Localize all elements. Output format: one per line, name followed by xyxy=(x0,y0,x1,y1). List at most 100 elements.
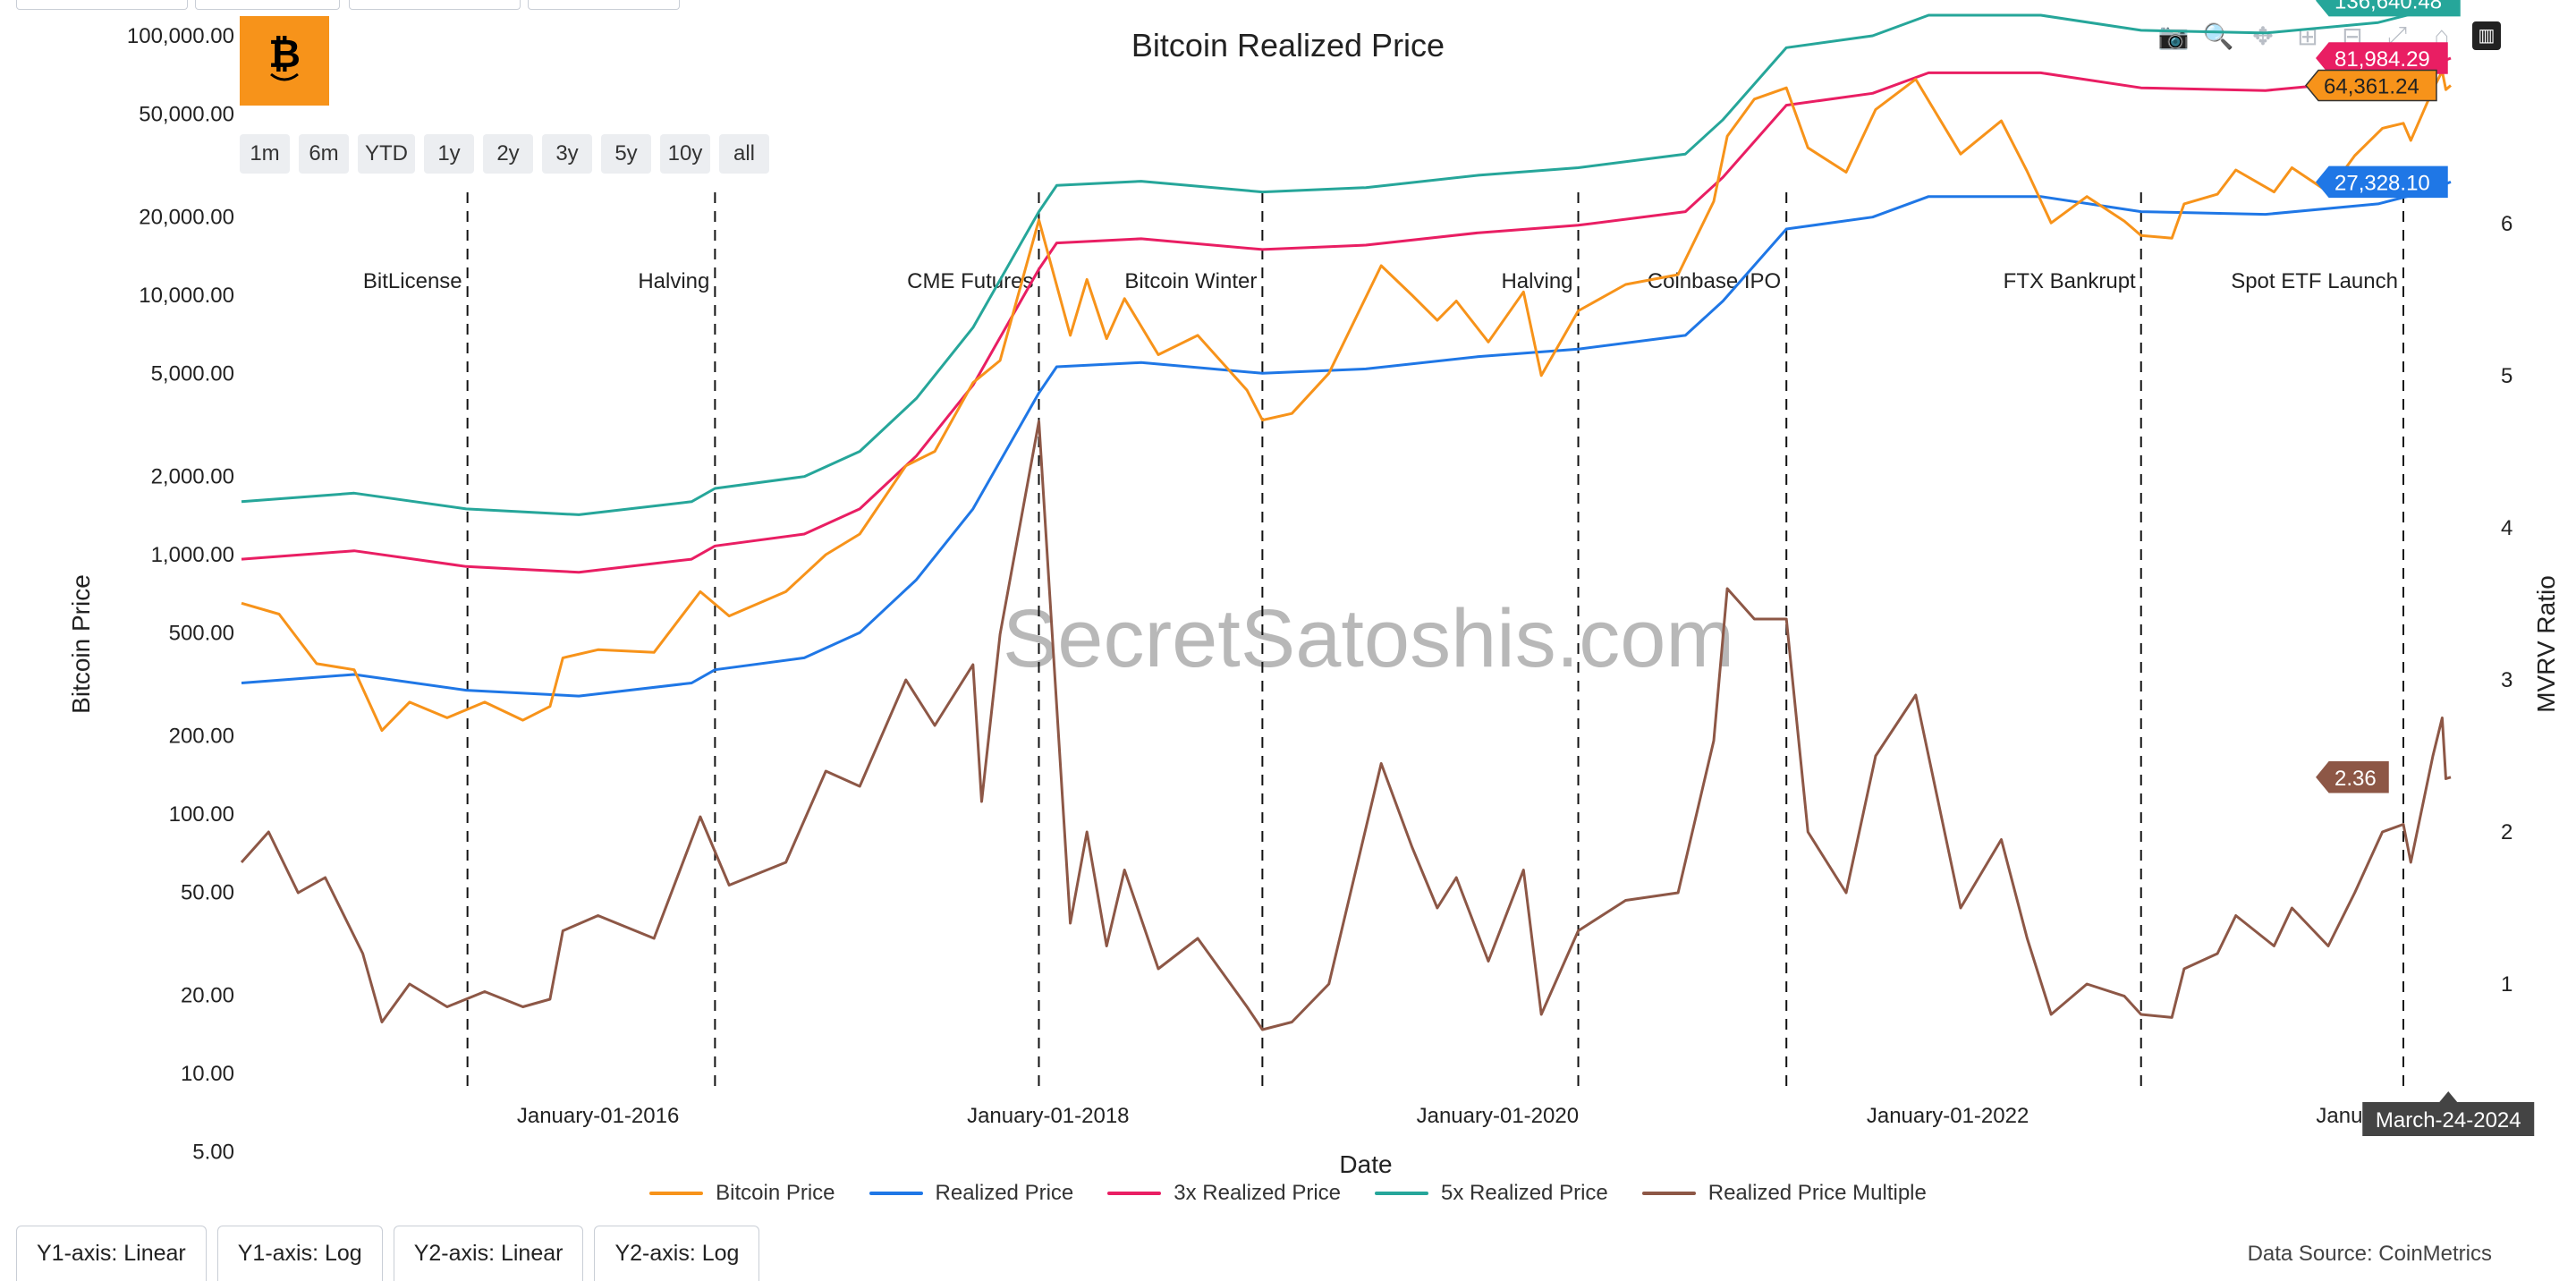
y2-tick-label: 3 xyxy=(2501,668,2512,692)
last-value-box xyxy=(2316,0,2461,17)
legend-label: Realized Price xyxy=(935,1181,1074,1205)
y-tick-label: 50.00 xyxy=(181,880,234,904)
x-tick-label: January-01-2016 xyxy=(517,1104,679,1128)
y-tick-label: 20.00 xyxy=(181,984,234,1008)
last-value-text: 27,328.10 xyxy=(2334,171,2430,195)
range-5y-button[interactable]: 5y xyxy=(601,134,651,174)
range-selector: 1m 6m YTD 1y 2y 3y 5y 10y all xyxy=(240,134,769,174)
legend-label: 3x Realized Price xyxy=(1174,1181,1341,1205)
hover-date-text: March-24-2024 xyxy=(2376,1108,2521,1133)
last-value-label: 2.36 xyxy=(2316,761,2389,793)
range-1m-button[interactable]: 1m xyxy=(240,134,290,174)
y-tick-label: 100.00 xyxy=(169,802,234,827)
last-value-text: 136,640.48 xyxy=(2334,0,2442,14)
y2-tick-label: 5 xyxy=(2501,364,2512,388)
legend-swatch xyxy=(869,1192,923,1195)
y2-linear-button[interactable]: Y2-axis: Linear xyxy=(393,1226,584,1281)
range-all-button[interactable]: all xyxy=(719,134,769,174)
event-label: Spot ETF Launch xyxy=(2231,269,2398,293)
last-value-box xyxy=(2316,165,2448,199)
event-label: Halving xyxy=(638,269,709,293)
y-tick-label: 20,000.00 xyxy=(139,206,234,230)
range-ytd-button[interactable]: YTD xyxy=(358,134,415,174)
hover-date-label: March-24-2024 xyxy=(2362,1091,2535,1136)
range-10y-button[interactable]: 10y xyxy=(660,134,710,174)
y2-log-button[interactable]: Y2-axis: Log xyxy=(594,1226,760,1281)
data-source: Data Source: CoinMetrics xyxy=(2247,1242,2492,1266)
chart-title: Bitcoin Realized Price xyxy=(1131,27,1445,64)
y-tick-label: 10.00 xyxy=(181,1062,234,1086)
range-2y-button[interactable]: 2y xyxy=(483,134,533,174)
top-tab-stub-3 xyxy=(349,0,521,10)
top-tab-stub-4 xyxy=(528,0,680,10)
watermark: SecretSatoshis.com xyxy=(1003,593,1734,684)
last-value-text: 2.36 xyxy=(2334,767,2377,791)
series-line-bitcoin-price[interactable] xyxy=(241,70,2452,733)
legend-label: Realized Price Multiple xyxy=(1707,1181,1927,1205)
autoscale-icon[interactable]: ⤢ xyxy=(2386,21,2408,49)
x-tick-label: January-01-2020 xyxy=(1417,1104,1579,1128)
y1-log-button[interactable]: Y1-axis: Log xyxy=(216,1226,383,1281)
legend-swatch xyxy=(1641,1192,1696,1195)
y-tick-label: 100,000.00 xyxy=(127,24,234,48)
y-tick-label: 5,000.00 xyxy=(151,361,234,386)
camera-icon[interactable]: 📷 xyxy=(2157,21,2190,50)
last-value-text: 81,984.29 xyxy=(2334,47,2430,72)
last-value-box xyxy=(2305,69,2437,102)
bar-chart-icon[interactable]: ▥ xyxy=(2469,18,2504,54)
y2-tick-label: 2 xyxy=(2501,820,2512,844)
event-label: BitLicense xyxy=(363,269,462,293)
legend-label: 5x Realized Price xyxy=(1441,1181,1608,1205)
legend-item-realized-price-multiple[interactable]: Realized Price Multiple xyxy=(1641,1181,1927,1206)
series-line-realized-price[interactable] xyxy=(241,181,2452,698)
y-tick-label: 200.00 xyxy=(169,725,234,749)
event-label: Halving xyxy=(1501,269,1572,293)
reset-axes-icon[interactable]: ⌂ xyxy=(2434,21,2450,49)
chart-plot[interactable]: SecretSatoshis.com BitLicense Halving CME … xyxy=(0,0,2576,1181)
last-value-label: 136,640.48 xyxy=(2316,0,2461,17)
x-axis-title: Date xyxy=(1339,1150,1392,1178)
event-label: FTX Bankrupt xyxy=(2004,269,2136,293)
y2-tick-label: 6 xyxy=(2501,212,2512,236)
event-label: Bitcoin Winter xyxy=(1124,269,1257,293)
legend-swatch xyxy=(1107,1192,1162,1195)
y2-tick-label: 1 xyxy=(2501,972,2512,997)
range-6m-button[interactable]: 6m xyxy=(299,134,349,174)
y-tick-label: 50,000.00 xyxy=(139,102,234,126)
event-label: Coinbase IPO xyxy=(1648,269,1781,293)
bitcoin-smile-icon: ₿ xyxy=(268,32,301,81)
pan-icon[interactable]: ✥ xyxy=(2252,21,2274,50)
legend-item-bitcoin-price[interactable]: Bitcoin Price xyxy=(649,1181,835,1206)
top-tab-stub-2 xyxy=(195,0,340,10)
legend-swatch xyxy=(1375,1192,1428,1195)
y1-linear-button[interactable]: Y1-axis: Linear xyxy=(16,1226,207,1281)
top-tab-stub-1 xyxy=(16,0,188,10)
y-tick-label: 10,000.00 xyxy=(139,284,234,308)
legend-swatch xyxy=(649,1192,704,1195)
hover-date-box xyxy=(2362,1091,2535,1136)
legend-label: Bitcoin Price xyxy=(716,1181,835,1205)
last-value-label: 27,328.10 xyxy=(2316,165,2448,199)
zoom-icon[interactable]: 🔍 xyxy=(2202,21,2234,50)
legend-item-realized-price[interactable]: Realized Price xyxy=(869,1181,1074,1206)
last-value-label: 64,361.24 xyxy=(2305,69,2437,102)
last-value-label: 81,984.29 xyxy=(2316,42,2448,74)
range-3y-button[interactable]: 3y xyxy=(542,134,592,174)
axis-scale-buttons: Y1-axis: Linear Y1-axis: Log Y2-axis: Li… xyxy=(16,1226,760,1281)
series-line-3x-realized-price[interactable] xyxy=(241,56,2452,574)
y-tick-label: 1,000.00 xyxy=(151,543,234,567)
y-tick-label: 5.00 xyxy=(192,1140,234,1164)
last-value-text: 64,361.24 xyxy=(2324,74,2419,98)
series-line-realized-price-multiple[interactable] xyxy=(240,420,2452,1031)
x-tick-label: January-01-2018 xyxy=(967,1104,1129,1128)
y2-axis-title: MVRV Ratio xyxy=(2532,575,2560,713)
legend-item-5x-realized-price[interactable]: 5x Realized Price xyxy=(1375,1181,1608,1206)
x-tick-label: January-01-2022 xyxy=(1867,1104,2029,1128)
last-value-box xyxy=(2316,761,2389,793)
legend-item-3x-realized-price[interactable]: 3x Realized Price xyxy=(1107,1181,1341,1206)
y-axis-title: Bitcoin Price xyxy=(67,574,95,714)
y-tick-label: 2,000.00 xyxy=(151,465,234,489)
range-1y-button[interactable]: 1y xyxy=(424,134,474,174)
y-tick-label: 500.00 xyxy=(169,621,234,645)
series-line-5x-realized-price[interactable] xyxy=(241,0,2452,516)
